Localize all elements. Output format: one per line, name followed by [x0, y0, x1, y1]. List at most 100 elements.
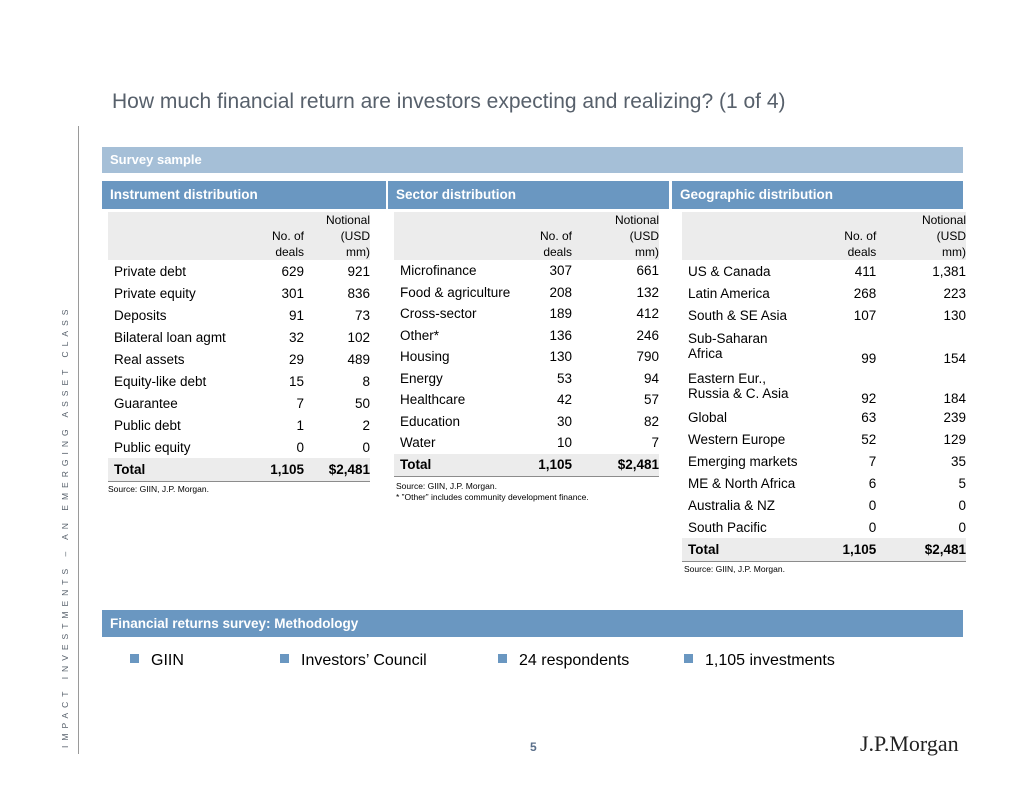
row-name: Real assets — [114, 351, 185, 367]
row-name: Latin America — [688, 285, 770, 301]
instrument-source: Source: GIIN, J.P. Morgan. — [108, 484, 209, 494]
name-header — [394, 212, 520, 260]
row-name: Western Europe — [688, 431, 786, 447]
row-name: Bilateral loan agmt — [114, 329, 226, 345]
geographic-distribution-header: Geographic distribution — [672, 181, 963, 209]
row-notional: 132 — [636, 284, 659, 300]
row-notional: 223 — [943, 285, 966, 301]
row-name: Guarantee — [114, 395, 178, 411]
row-deals: 629 — [281, 263, 304, 279]
geographic-source: Source: GIIN, J.P. Morgan. — [684, 564, 785, 574]
row-name: Public equity — [114, 439, 191, 455]
notional-header: Notional (USD mm) — [572, 212, 659, 260]
row-name: Emerging markets — [688, 453, 798, 469]
table-row: Food & agriculture 208 132 — [394, 282, 659, 304]
sector-source: Source: GIIN, J.P. Morgan. — [396, 481, 497, 491]
total-deals: 1,105 — [520, 453, 572, 477]
row-name: Australia & NZ — [688, 497, 776, 513]
bullet-square-icon — [280, 654, 289, 663]
table-row: Global 63 239 — [682, 406, 966, 428]
table-row: South Pacific 0 0 — [682, 516, 966, 538]
row-name: South Pacific — [688, 519, 767, 535]
row-deals: 130 — [549, 349, 572, 365]
row-notional: 0 — [362, 439, 370, 455]
table-row: Private equity 301 836 — [108, 282, 370, 304]
notional-header: Notional (USD mm) — [304, 212, 370, 260]
row-notional: 130 — [943, 307, 966, 323]
table-row: Sub-Saharan Africa 99 154 — [682, 326, 966, 366]
total-notional: $2,481 — [876, 538, 966, 562]
bullet-item: 1,105 investments — [684, 652, 835, 670]
table-row: Deposits 91 73 — [108, 304, 370, 326]
table-row: Water 10 7 — [394, 432, 659, 454]
row-name: Energy — [400, 370, 443, 386]
methodology-bar: Financial returns survey: Methodology — [102, 610, 963, 637]
sector-footnote: * ”Other” includes community development… — [396, 492, 589, 502]
table-row: Education 30 82 — [394, 411, 659, 433]
row-deals: 30 — [556, 413, 572, 429]
total-row: Total 1,105 $2,481 — [682, 538, 966, 562]
bullet-square-icon — [130, 654, 139, 663]
survey-sample-bar: Survey sample — [102, 147, 963, 173]
table-row: Public equity 0 0 — [108, 436, 370, 458]
row-notional: 154 — [943, 351, 966, 366]
bullet-item: 24 respondents — [498, 652, 629, 670]
table-row: Public debt 1 2 — [108, 414, 370, 436]
total-row: Total 1,105 $2,481 — [394, 453, 659, 477]
row-name: Sub-Saharan Africa — [688, 331, 768, 361]
row-notional: 102 — [347, 329, 370, 345]
row-notional: 239 — [943, 409, 966, 425]
sector-table: No. of deals Notional (USD mm) Microfina… — [394, 212, 659, 477]
row-deals: 92 — [861, 391, 877, 406]
row-name: Other* — [400, 327, 440, 343]
table-row: Housing 130 790 — [394, 346, 659, 368]
row-deals: 91 — [288, 307, 304, 323]
table-row: Energy 53 94 — [394, 368, 659, 390]
row-name: ME & North Africa — [688, 475, 796, 491]
table-row: Western Europe 52 129 — [682, 428, 966, 450]
row-notional: 82 — [643, 413, 659, 429]
table-row: Microfinance 307 661 — [394, 260, 659, 282]
row-name: South & SE Asia — [688, 307, 788, 323]
row-name: Education — [400, 413, 461, 429]
row-deals: 301 — [281, 285, 304, 301]
row-notional: 246 — [636, 327, 659, 343]
sector-distribution-header: Sector distribution — [388, 181, 669, 209]
name-header — [108, 212, 234, 260]
row-notional: 921 — [347, 263, 370, 279]
row-deals: 208 — [549, 284, 572, 300]
row-deals: 99 — [861, 351, 877, 366]
row-notional: 8 — [362, 373, 370, 389]
total-notional: $2,481 — [572, 453, 659, 477]
bullet-square-icon — [498, 654, 507, 663]
table-row: US & Canada 411 1,381 — [682, 260, 966, 282]
row-notional: 790 — [636, 349, 659, 365]
row-deals: 268 — [853, 285, 877, 301]
page-number: 5 — [530, 740, 537, 754]
row-name: Food & agriculture — [400, 284, 511, 300]
table-row: Real assets 29 489 — [108, 348, 370, 370]
instrument-table: No. of deals Notional (USD mm) Private d… — [108, 212, 370, 482]
side-divider — [78, 126, 79, 754]
row-name: Equity-like debt — [114, 373, 207, 389]
total-deals: 1,105 — [810, 538, 877, 562]
table-row: Latin America 268 223 — [682, 282, 966, 304]
row-notional: 836 — [347, 285, 370, 301]
row-deals: 6 — [868, 475, 877, 491]
row-deals: 15 — [288, 373, 304, 389]
row-notional: 94 — [643, 370, 659, 386]
table-row: Bilateral loan agmt 32 102 — [108, 326, 370, 348]
row-notional: 0 — [958, 519, 966, 535]
notional-header: Notional (USD mm) — [876, 212, 966, 260]
bullet-square-icon — [684, 654, 693, 663]
row-name: Private equity — [114, 285, 196, 301]
row-name: Housing — [400, 349, 450, 365]
table-row: Emerging markets 7 35 — [682, 450, 966, 472]
row-notional: 2 — [362, 417, 370, 433]
total-label: Total — [682, 538, 811, 562]
row-notional: 7 — [651, 435, 659, 451]
row-deals: 7 — [868, 453, 877, 469]
row-name: Public debt — [114, 417, 181, 433]
table-row: Eastern Eur., Russia & C. Asia 92 184 — [682, 366, 966, 406]
row-name: Deposits — [114, 307, 167, 323]
